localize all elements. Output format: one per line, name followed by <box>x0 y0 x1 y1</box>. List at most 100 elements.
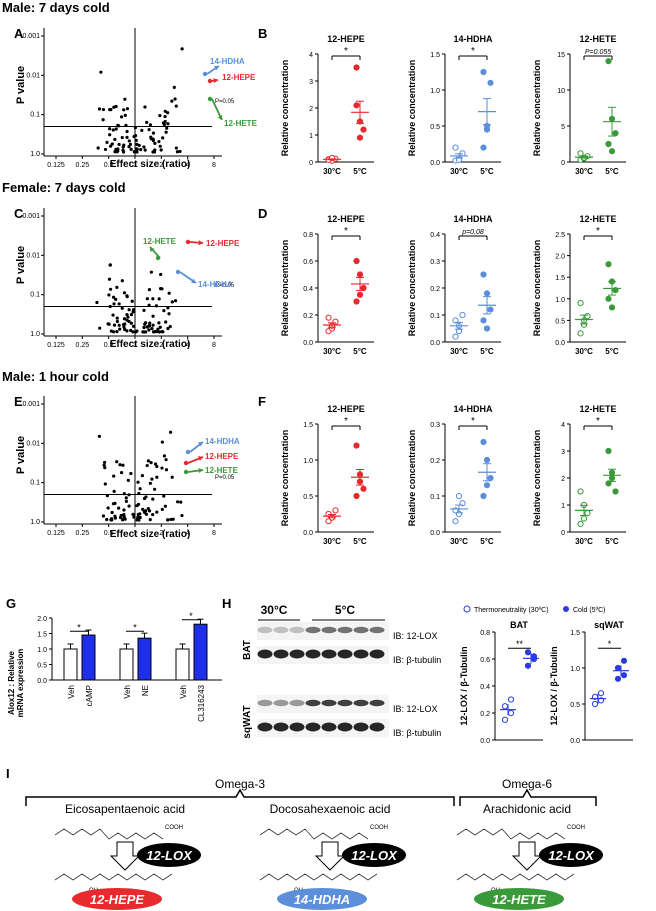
volcano-y-tick-label: 0.001 <box>22 33 40 40</box>
volcano-y-tick-label: 0.01 <box>26 252 40 259</box>
volcano-plot-0: 0.125 0.25 0.5 1 2 4 8 0.001 0.01 0.1 1.0 <box>22 28 223 169</box>
volcano-point <box>163 504 167 508</box>
bar-y-tick-label: 2.0 <box>37 616 47 623</box>
volcano-point <box>143 321 148 325</box>
blot-band <box>353 722 369 732</box>
panel-h-y-tick-label: 0.0 <box>480 738 490 745</box>
western-blots <box>257 619 389 737</box>
dotplot-x-label: 5°C <box>605 167 619 176</box>
volcano-point <box>126 478 130 482</box>
dotplot-point <box>356 134 364 141</box>
product-label: 14-HDHA <box>294 892 350 907</box>
volcano-arrowhead-hdha <box>191 278 196 283</box>
volcano-point <box>127 308 131 312</box>
blot-band <box>305 722 321 732</box>
volcano-point <box>122 325 126 329</box>
volcano-highlight-hete <box>183 469 189 475</box>
omega-3-bracket <box>25 788 455 806</box>
volcano-point <box>102 460 107 465</box>
product-badge <box>474 888 564 910</box>
volcano-point <box>142 509 146 513</box>
volcano-point <box>112 323 117 327</box>
dotplot-point <box>605 261 612 268</box>
dotplot-y-tick-label: 5 <box>561 124 565 131</box>
volcano-point <box>153 141 157 145</box>
dotplot-y-tick-label: 4 <box>561 422 565 429</box>
volcano-point <box>147 303 151 307</box>
enzyme-badge <box>342 843 406 867</box>
volcano-point <box>119 470 124 475</box>
volcano-point <box>112 474 116 478</box>
volcano-point <box>150 477 154 481</box>
volcano-point <box>114 104 118 109</box>
dotplot-point <box>452 317 459 324</box>
volcano-point <box>161 121 166 125</box>
volcano-point <box>136 480 140 484</box>
volcano-point <box>170 300 174 304</box>
volcano-point <box>141 330 145 334</box>
dotplot-significance: p=0.08 <box>461 229 484 236</box>
blot-band <box>305 649 321 659</box>
volcano-point <box>107 277 112 281</box>
volcano-point <box>125 129 129 134</box>
bar-camp <box>81 634 96 681</box>
volcano-pline-label: P=0.05 <box>215 475 235 481</box>
dotplot-point <box>483 456 491 464</box>
dotplot-ylabel: Relative concentration <box>280 240 290 337</box>
volcano-point <box>125 294 129 299</box>
volcano-point <box>161 330 165 334</box>
dotplot-significance: * <box>471 46 475 57</box>
volcano-point <box>114 127 118 131</box>
volcano-y-tick-label: 0.1 <box>30 292 40 299</box>
dotplot-point <box>483 482 491 489</box>
volcano-point <box>155 475 159 479</box>
volcano-point <box>112 489 116 493</box>
volcano-point <box>165 126 169 130</box>
volcano-point <box>103 482 107 486</box>
volcano-point <box>115 460 119 464</box>
volcano-point <box>158 287 163 291</box>
volcano-point <box>122 317 127 321</box>
volcano-x-tick-label: 8 <box>212 530 216 537</box>
dotplot-12-hepe: 12-HEPE Relative concentration 0.0 0.2 0.4 0.… <box>280 214 374 356</box>
dotplot-significance: P=0.055 <box>585 49 611 56</box>
volcano-y-tick-label: 0.001 <box>22 401 40 408</box>
panel-h-ylabel: 12-LOX / β-Tubulin <box>459 646 469 725</box>
cooh-label: COOH <box>370 825 388 831</box>
volcano-point <box>122 508 126 512</box>
volcano-point <box>148 481 152 485</box>
dotplot-point <box>353 64 360 71</box>
blot-band <box>257 649 273 659</box>
volcano-label-12-hete: 12-HETE <box>205 466 239 475</box>
volcano-point <box>96 146 100 150</box>
volcano-point <box>101 118 105 122</box>
volcano-point <box>151 131 156 135</box>
volcano-point <box>143 105 147 109</box>
panel-letter-e: E <box>14 394 23 409</box>
volcano-point <box>166 122 170 126</box>
bar-y-tick-label: 1.0 <box>37 647 47 654</box>
dotplot-x-label: 5°C <box>353 347 367 356</box>
volcano-x-tick-label: 0.125 <box>47 530 65 537</box>
dotplot-x-label: 5°C <box>353 537 367 546</box>
dotplot-x-label: 30°C <box>575 537 593 546</box>
volcano-point <box>117 323 121 327</box>
volcano-point <box>105 494 109 498</box>
bar-significance: * <box>133 622 137 632</box>
volcano-point <box>135 150 139 154</box>
volcano-point <box>172 85 176 90</box>
volcano-point <box>125 329 129 333</box>
volcano-point <box>106 506 110 510</box>
volcano-label-14-hdha: 14-HDHA <box>198 280 233 289</box>
product-badge <box>277 888 367 910</box>
dotplot-point <box>356 271 364 278</box>
blot-temp-5: 5°C <box>335 603 355 617</box>
dotplot-point <box>480 492 487 500</box>
dotplot-point <box>580 515 588 522</box>
volcano-point <box>164 320 168 324</box>
volcano-point <box>133 133 138 138</box>
dotplot-y-tick-label: 0.6 <box>303 259 313 266</box>
volcano-point <box>147 127 151 132</box>
